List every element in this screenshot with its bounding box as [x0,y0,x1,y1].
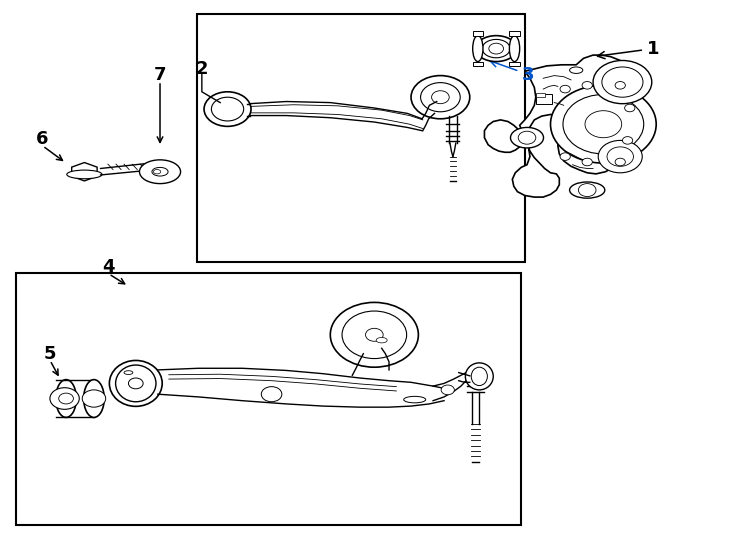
Circle shape [441,385,454,395]
Circle shape [607,147,633,166]
Circle shape [560,85,570,93]
Ellipse shape [109,361,162,407]
Bar [536,93,545,97]
Ellipse shape [476,36,517,62]
Circle shape [330,302,418,367]
Ellipse shape [570,182,605,198]
Text: 2: 2 [195,59,208,78]
Circle shape [585,111,622,138]
Bar [16,273,521,525]
Ellipse shape [128,378,143,389]
Circle shape [82,390,106,407]
Text: 1: 1 [597,39,660,59]
Circle shape [622,137,633,144]
Ellipse shape [404,396,426,403]
Circle shape [578,184,596,197]
Ellipse shape [510,127,543,148]
Circle shape [59,393,73,404]
Ellipse shape [482,39,510,58]
Text: 6: 6 [36,130,49,148]
Ellipse shape [509,36,520,62]
Circle shape [432,91,449,104]
Ellipse shape [56,380,76,417]
Polygon shape [72,163,97,181]
Ellipse shape [124,370,133,375]
Circle shape [593,60,652,104]
Circle shape [204,92,251,126]
Ellipse shape [570,67,583,73]
Text: 3: 3 [490,60,535,84]
Circle shape [261,387,282,402]
Ellipse shape [471,367,487,386]
Bar [473,62,483,66]
Ellipse shape [139,160,181,184]
Circle shape [563,94,644,154]
Circle shape [518,131,536,144]
Ellipse shape [376,338,388,343]
Text: 7: 7 [153,65,167,84]
Ellipse shape [67,170,102,179]
Ellipse shape [473,36,483,62]
Circle shape [489,43,504,54]
Bar [197,14,525,262]
Bar [536,94,552,104]
Ellipse shape [465,363,493,390]
Bar [509,62,520,66]
Circle shape [602,67,643,97]
Circle shape [366,328,383,341]
Circle shape [598,140,642,173]
Ellipse shape [153,170,161,174]
Circle shape [421,83,460,112]
Circle shape [342,311,407,359]
Circle shape [625,104,635,112]
Circle shape [411,76,470,119]
Circle shape [615,158,625,166]
Polygon shape [484,55,639,197]
Circle shape [550,85,656,163]
Circle shape [211,97,244,121]
Circle shape [560,153,570,160]
Ellipse shape [115,365,156,402]
Ellipse shape [152,167,168,176]
Bar [509,31,520,36]
Circle shape [615,82,625,89]
Circle shape [582,158,592,166]
Text: 4: 4 [102,258,115,276]
Circle shape [582,82,592,89]
Ellipse shape [84,380,104,417]
Bar [473,31,483,36]
Circle shape [50,388,79,409]
Text: 5: 5 [43,345,57,363]
